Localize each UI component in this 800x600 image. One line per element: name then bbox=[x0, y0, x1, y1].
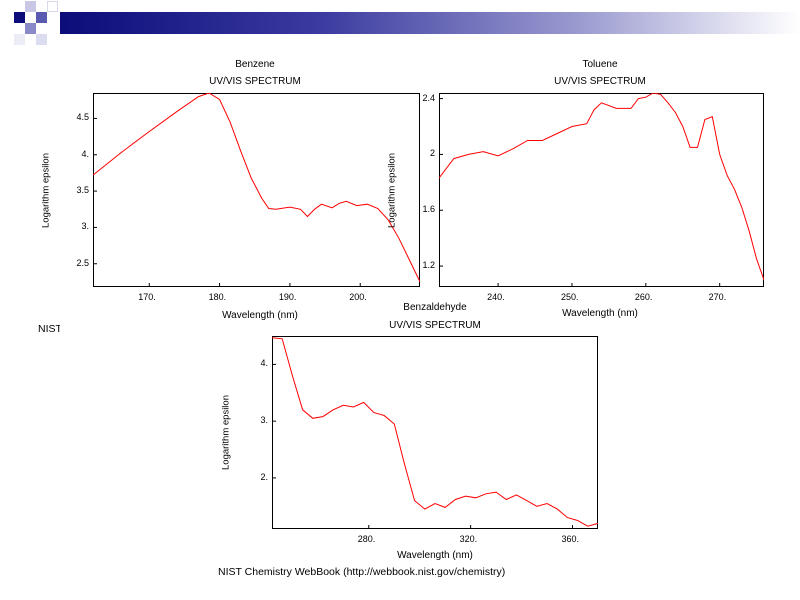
plot-area bbox=[272, 336, 598, 529]
chart-subtitle: UV/VIS SPECTRUM bbox=[389, 320, 481, 331]
plot-canvas bbox=[439, 93, 764, 287]
y-tick-label: 1.2 bbox=[422, 260, 435, 271]
x-tick-label: 200. bbox=[349, 292, 367, 302]
x-axis-label: Wavelength (nm) bbox=[397, 550, 473, 561]
banner-square bbox=[47, 1, 58, 12]
y-tick-label: 4. bbox=[81, 148, 89, 159]
plot-area bbox=[93, 93, 420, 287]
banner-square bbox=[36, 34, 47, 45]
x-tick-label: 270. bbox=[708, 292, 727, 302]
y-axis-label: Logarithm epsilon bbox=[386, 153, 398, 228]
x-axis-label: Wavelength (nm) bbox=[222, 310, 298, 321]
banner-square bbox=[25, 23, 36, 34]
y-tick-label: 2. bbox=[260, 471, 268, 482]
title-banner bbox=[0, 0, 800, 48]
source-credit: NIST Chemistry WebBook (http://webbook.n… bbox=[218, 566, 506, 578]
y-axis-label: Logarithm epsilon bbox=[40, 153, 52, 228]
y-tick-label: 2.5 bbox=[76, 257, 89, 268]
chart-subtitle: UV/VIS SPECTRUM bbox=[209, 76, 301, 87]
chart-title: Toluene bbox=[582, 59, 618, 70]
banner-gradient bbox=[60, 12, 800, 34]
x-tick-label: 250. bbox=[560, 292, 579, 302]
spectrum-line-benzene bbox=[93, 93, 420, 283]
y-tick-label: 4. bbox=[260, 358, 268, 369]
x-tick-label: 260. bbox=[634, 292, 653, 302]
banner-square bbox=[14, 34, 25, 45]
spectrum-line-benzaldehyde bbox=[272, 337, 598, 527]
y-tick-label: 3. bbox=[81, 221, 89, 232]
spectrum-line-toluene bbox=[439, 93, 764, 281]
x-axis-label: Wavelength (nm) bbox=[562, 308, 638, 319]
y-tick-label: 4.5 bbox=[76, 112, 89, 123]
banner-square bbox=[25, 1, 36, 12]
y-tick-label: 2.4 bbox=[422, 92, 435, 103]
banner-square bbox=[14, 12, 25, 23]
y-tick-label: 3.5 bbox=[76, 185, 89, 196]
y-axis-label: Logarithm epsilon bbox=[220, 395, 232, 470]
y-tick-label: 1.6 bbox=[422, 204, 435, 215]
x-tick-label: 180. bbox=[208, 292, 227, 302]
x-tick-label: 280. bbox=[357, 534, 376, 544]
x-tick-label: 240. bbox=[487, 292, 505, 302]
plot-canvas bbox=[93, 93, 420, 287]
chart-subtitle: UV/VIS SPECTRUM bbox=[554, 76, 646, 87]
y-tick-label: 2 bbox=[429, 148, 435, 159]
x-tick-label: 190. bbox=[278, 292, 297, 302]
plot-area bbox=[439, 93, 764, 287]
nist-credit-fragment: NIST bbox=[38, 323, 60, 335]
banner-square bbox=[36, 12, 47, 23]
x-tick-label: 360. bbox=[561, 534, 580, 544]
chart-title: Benzaldehyde bbox=[403, 302, 467, 313]
plot-canvas bbox=[272, 337, 598, 529]
x-tick-label: 320. bbox=[459, 534, 478, 544]
y-tick-label: 3. bbox=[260, 415, 268, 426]
x-tick-label: 170. bbox=[138, 292, 156, 302]
chart-title: Benzene bbox=[235, 59, 275, 70]
